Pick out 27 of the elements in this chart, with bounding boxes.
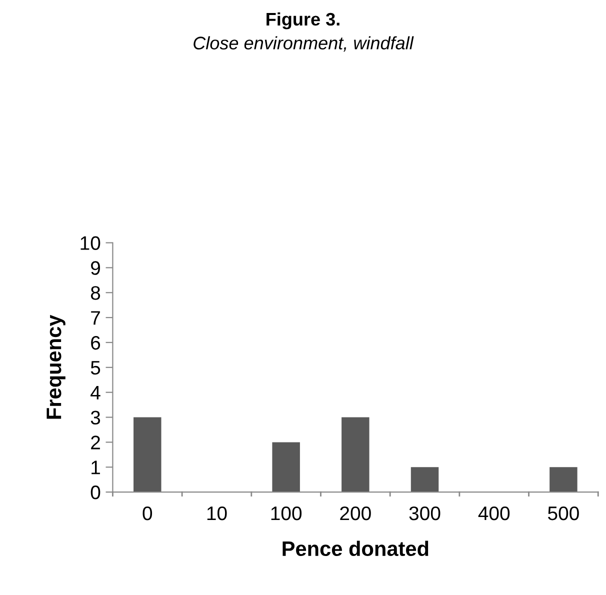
x-tick-label: 400: [478, 506, 510, 520]
y-tick-label: 9: [91, 261, 100, 275]
bar: [342, 417, 370, 492]
y-tick-label: 7: [91, 311, 100, 325]
y-tick-label: 8: [90, 286, 100, 300]
x-tick-label: 300: [409, 506, 440, 520]
y-tick-label: 0: [90, 486, 100, 500]
y-tick-label: 6: [91, 336, 100, 350]
x-tick-label: 200: [340, 506, 371, 520]
x-tick-label: 100: [271, 506, 302, 520]
y-tick-label: 4: [90, 386, 100, 400]
bar: [134, 417, 162, 492]
y-tick-label: 1: [92, 460, 100, 474]
x-tick-label: 0: [142, 506, 152, 520]
y-axis-title: Frequency: [46, 314, 66, 419]
bar: [550, 467, 578, 492]
x-tick-label: 10: [207, 506, 227, 520]
y-tick-label: 10: [80, 236, 100, 250]
chart-subtitle: Close environment, windfall: [194, 36, 414, 52]
bar: [272, 442, 300, 492]
chart-title: Figure 3.: [266, 12, 340, 30]
y-tick-label: 3: [90, 410, 100, 425]
x-axis-title: Pence donated: [282, 540, 428, 556]
y-tick-label: 2: [91, 436, 100, 450]
bar: [410, 467, 439, 492]
y-tick-label: 5: [90, 361, 100, 375]
x-tick-label: 500: [548, 506, 579, 520]
